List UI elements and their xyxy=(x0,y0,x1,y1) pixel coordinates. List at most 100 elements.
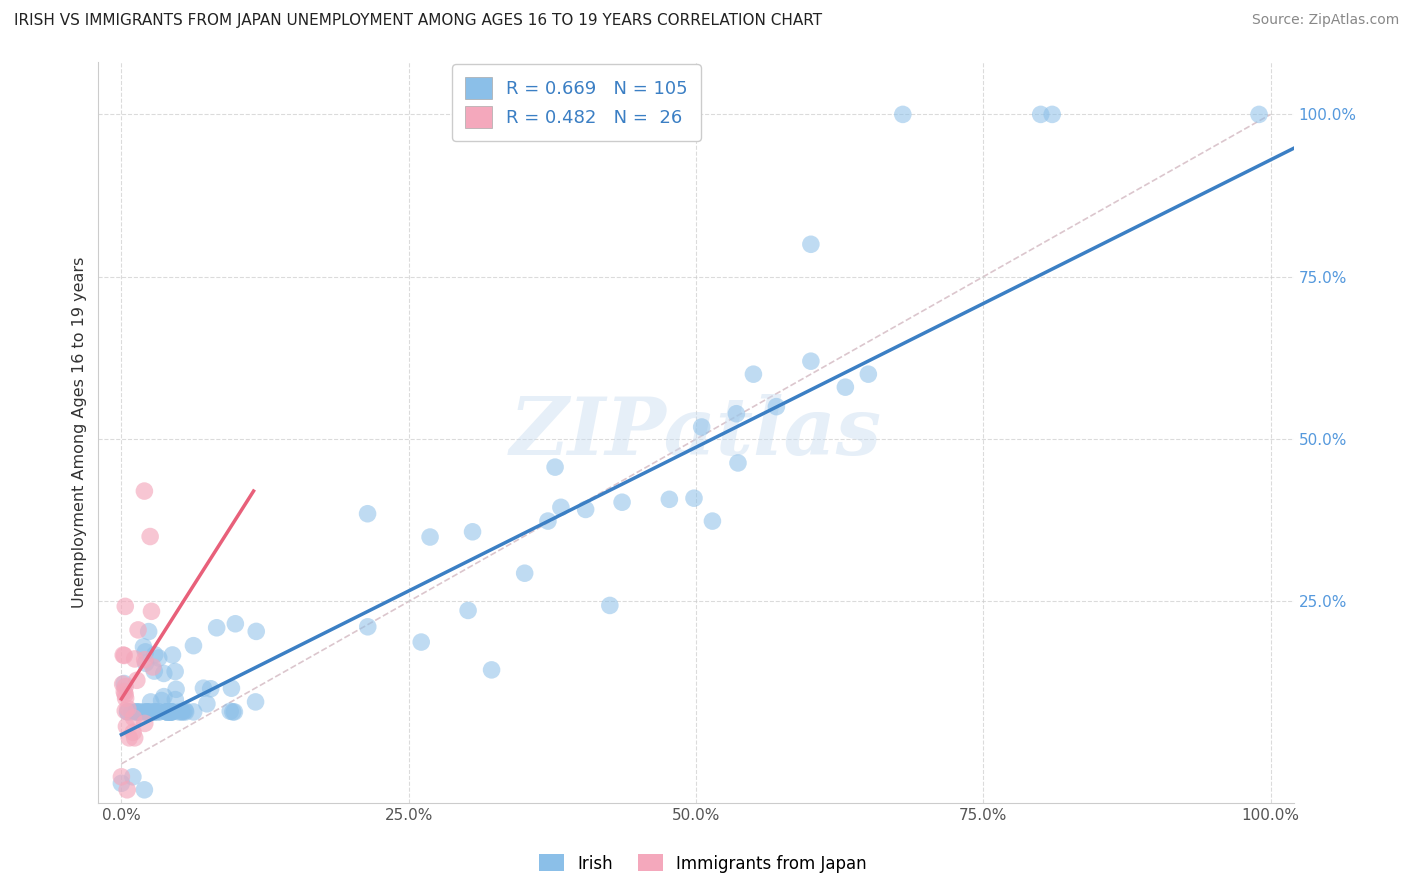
Point xyxy=(221,681,243,696)
Point xyxy=(114,687,136,701)
Point xyxy=(170,705,193,719)
Point xyxy=(224,616,246,631)
Point xyxy=(129,705,152,719)
Legend: Irish, Immigrants from Japan: Irish, Immigrants from Japan xyxy=(533,847,873,880)
Point xyxy=(139,705,162,719)
Text: Source: ZipAtlas.com: Source: ZipAtlas.com xyxy=(1251,13,1399,28)
Point xyxy=(112,684,135,698)
Point xyxy=(114,691,136,706)
Legend: R = 0.669   N = 105, R = 0.482   N =  26: R = 0.669 N = 105, R = 0.482 N = 26 xyxy=(453,64,700,141)
Point xyxy=(725,407,748,421)
Point xyxy=(148,705,170,719)
Point xyxy=(112,648,135,662)
Point xyxy=(138,624,160,639)
Point xyxy=(125,705,148,719)
Point xyxy=(245,624,267,639)
Point xyxy=(134,782,156,797)
Point xyxy=(222,705,245,719)
Point xyxy=(134,645,156,659)
Point xyxy=(457,603,479,617)
Point xyxy=(245,695,267,709)
Point xyxy=(195,697,218,711)
Point xyxy=(1029,107,1052,121)
Point xyxy=(134,484,156,499)
Point xyxy=(112,676,135,690)
Point xyxy=(575,502,598,516)
Point xyxy=(160,705,183,719)
Point xyxy=(162,648,184,662)
Point xyxy=(156,705,179,719)
Point xyxy=(122,711,145,725)
Point xyxy=(174,705,197,719)
Point xyxy=(153,690,176,704)
Point xyxy=(143,648,166,662)
Point xyxy=(165,665,187,679)
Point xyxy=(1247,107,1270,121)
Point xyxy=(461,524,484,539)
Y-axis label: Unemployment Among Ages 16 to 19 years: Unemployment Among Ages 16 to 19 years xyxy=(72,257,87,608)
Point xyxy=(132,640,155,654)
Point xyxy=(159,705,181,719)
Point xyxy=(124,731,146,745)
Point xyxy=(110,776,132,790)
Point xyxy=(174,704,197,718)
Point xyxy=(156,705,179,719)
Point xyxy=(117,701,139,715)
Point xyxy=(136,705,159,719)
Point xyxy=(513,566,536,581)
Point xyxy=(690,420,713,434)
Point xyxy=(150,693,173,707)
Point xyxy=(356,507,378,521)
Point xyxy=(112,648,135,663)
Point xyxy=(117,705,139,719)
Point xyxy=(156,705,179,719)
Point xyxy=(143,705,166,719)
Point xyxy=(135,705,157,719)
Point xyxy=(219,704,242,718)
Point xyxy=(858,367,880,381)
Point xyxy=(702,514,724,528)
Point xyxy=(800,354,823,368)
Point xyxy=(121,705,143,719)
Point xyxy=(134,716,156,731)
Point xyxy=(165,692,187,706)
Point xyxy=(183,639,205,653)
Point xyxy=(159,705,181,719)
Point xyxy=(125,705,148,719)
Point xyxy=(131,705,153,719)
Point xyxy=(143,705,166,719)
Point xyxy=(142,660,165,674)
Point xyxy=(224,705,246,719)
Point xyxy=(110,770,132,784)
Point xyxy=(139,529,162,543)
Point xyxy=(127,705,149,719)
Point xyxy=(148,651,170,665)
Point xyxy=(114,599,136,614)
Point xyxy=(193,681,215,696)
Point xyxy=(162,705,184,719)
Point xyxy=(160,705,183,719)
Point xyxy=(115,719,138,733)
Point xyxy=(891,107,914,121)
Point xyxy=(727,456,749,470)
Text: ZIPatlas: ZIPatlas xyxy=(510,394,882,471)
Point xyxy=(683,491,706,505)
Point xyxy=(124,652,146,666)
Point xyxy=(135,657,157,671)
Point xyxy=(357,620,380,634)
Point xyxy=(550,500,572,515)
Point xyxy=(610,495,633,509)
Point xyxy=(172,705,194,719)
Point xyxy=(111,677,134,691)
Point xyxy=(183,705,205,719)
Point xyxy=(115,782,138,797)
Point xyxy=(159,705,181,719)
Point xyxy=(419,530,441,544)
Point xyxy=(742,367,765,381)
Point xyxy=(1040,107,1063,121)
Point xyxy=(170,705,193,719)
Point xyxy=(143,664,166,678)
Point xyxy=(765,400,787,414)
Point xyxy=(141,604,163,618)
Point xyxy=(658,492,681,507)
